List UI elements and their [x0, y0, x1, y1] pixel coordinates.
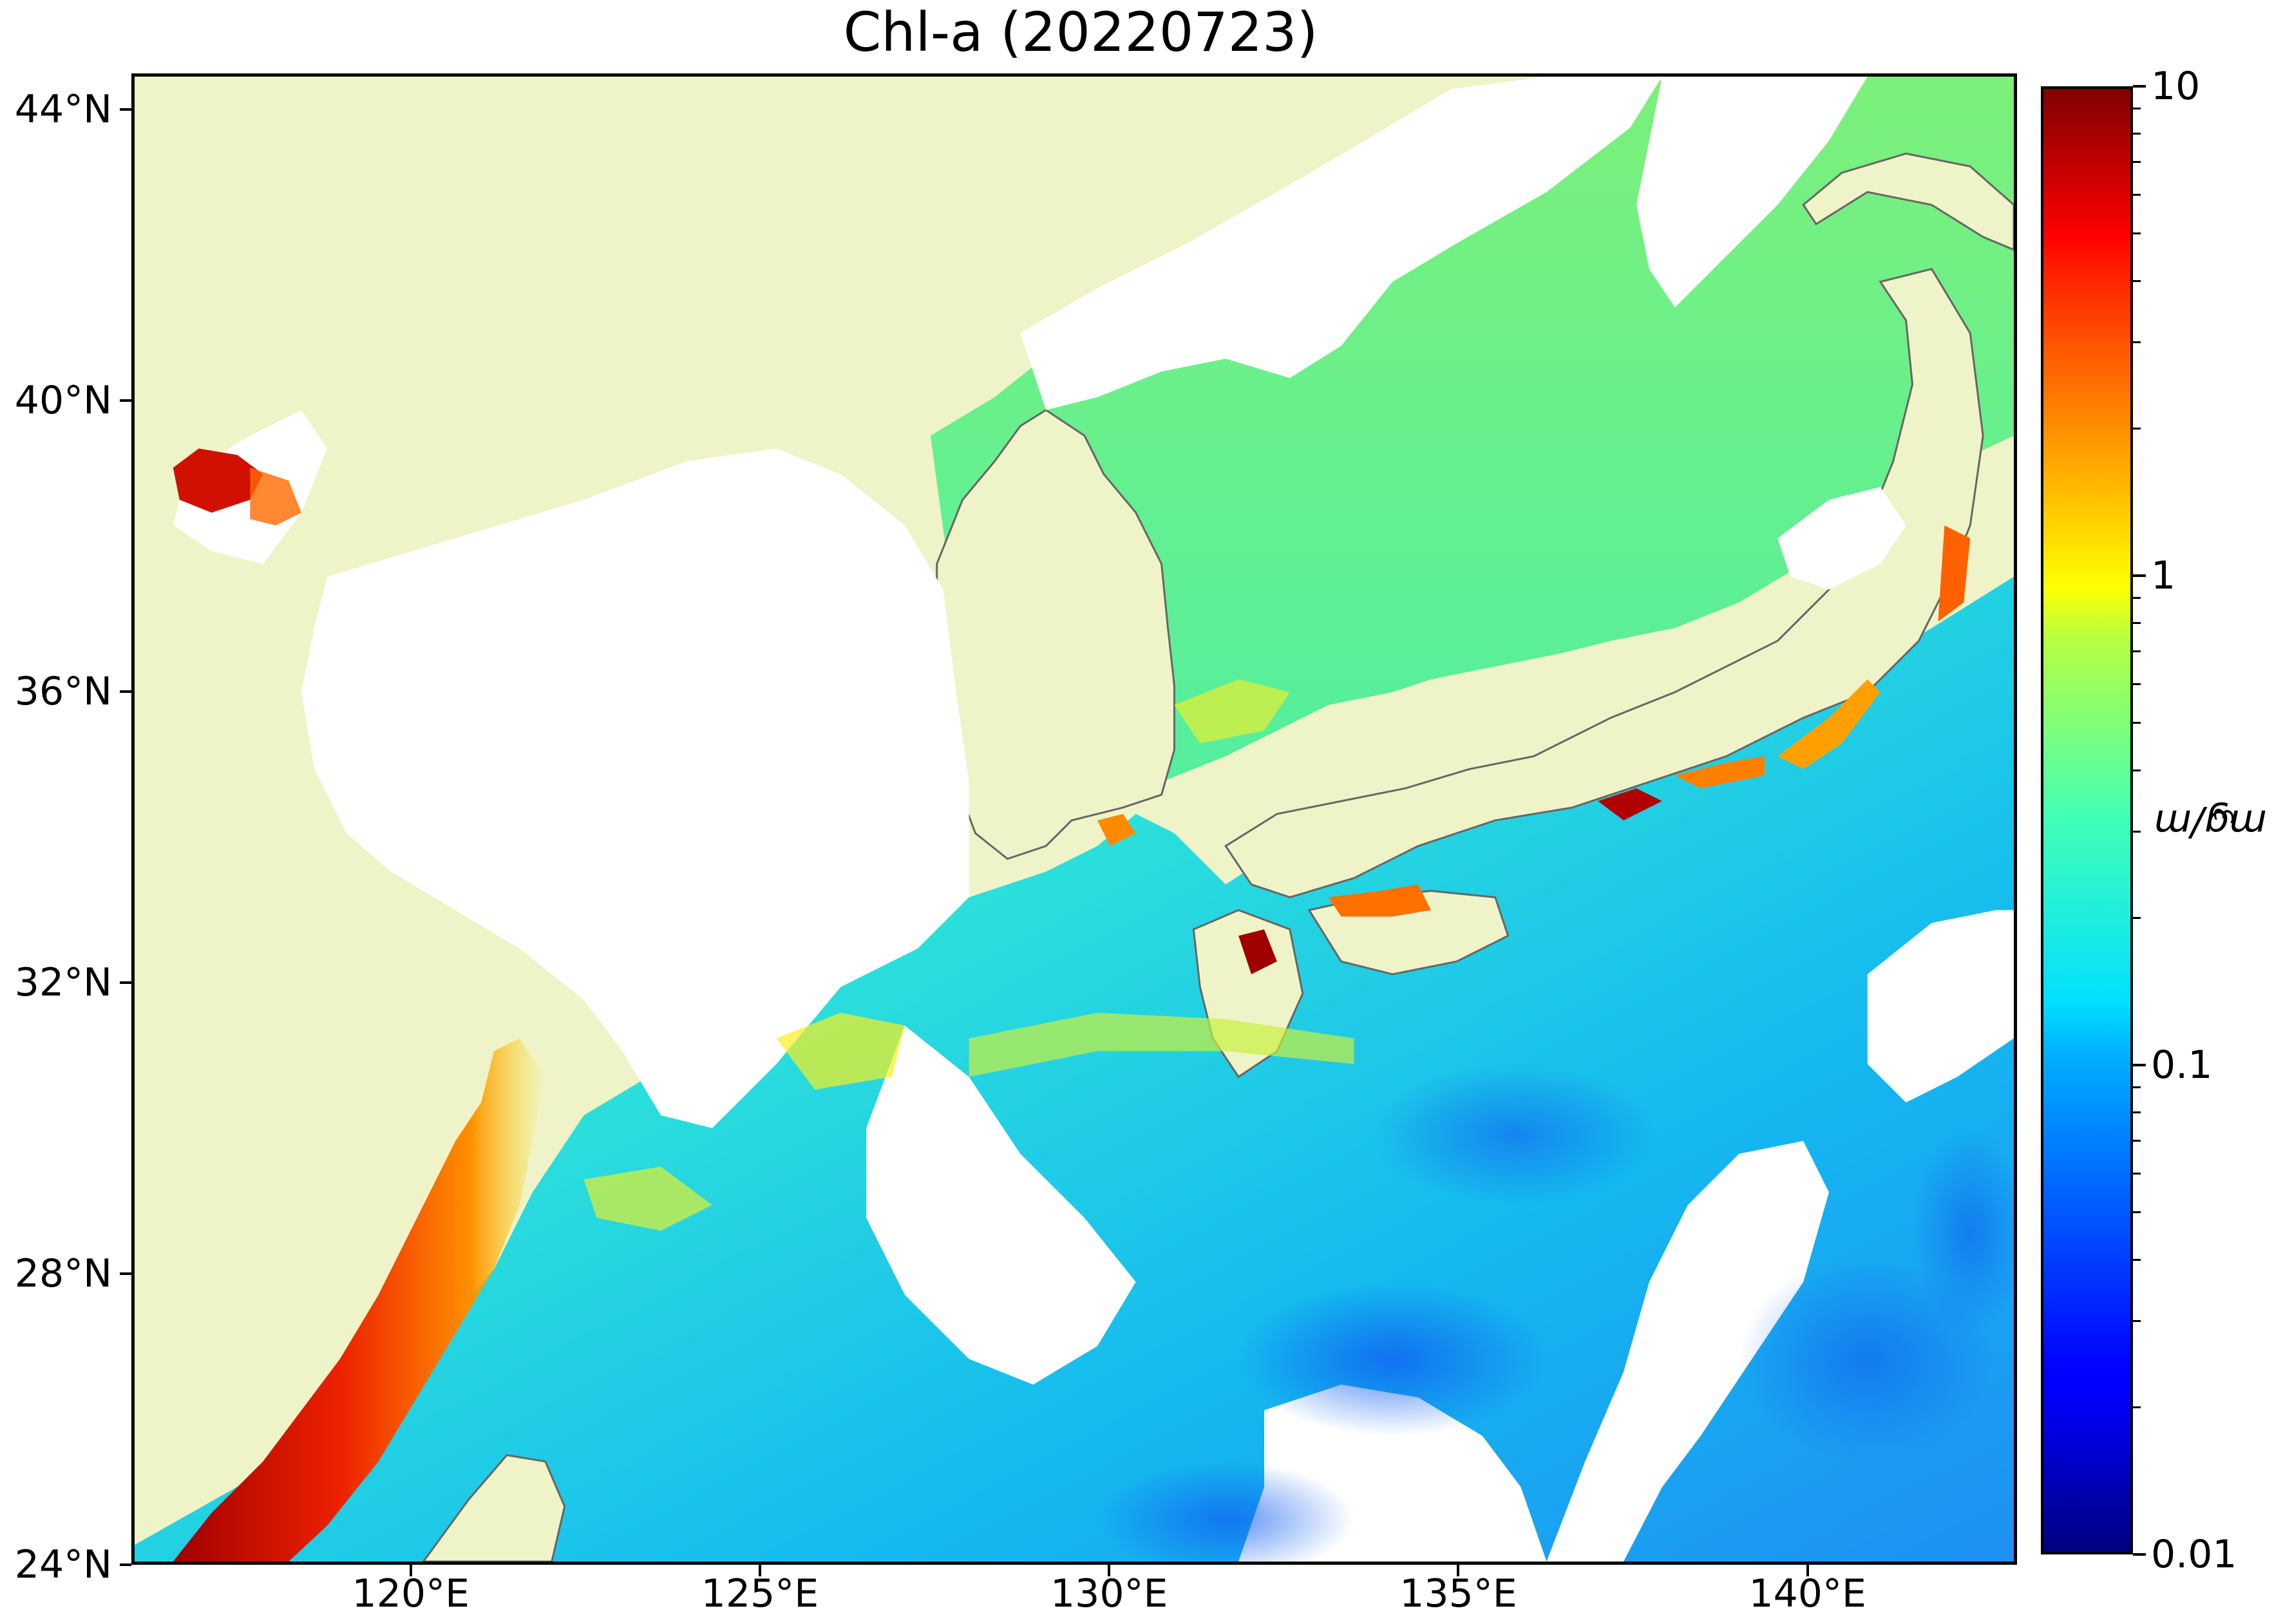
lat-tick-label: 32°N	[14, 960, 112, 1006]
colorbar-tick-label: 0.01	[2151, 1532, 2237, 1577]
colorbar-minor-tick	[2133, 1406, 2141, 1408]
coastal-bloom-bohai	[173, 448, 263, 513]
coastal-bloom-japan	[1097, 525, 1971, 974]
lon-tick-label: 120°E	[352, 1571, 469, 1616]
colorbar-minor-tick	[2133, 194, 2141, 196]
map-panel	[131, 73, 2017, 1565]
lon-tick-mark	[759, 1565, 761, 1576]
colorbar-minor-tick	[2133, 769, 2141, 771]
lat-tick-label: 44°N	[14, 87, 112, 133]
colorbar-minor-tick	[2133, 1173, 2141, 1175]
lat-tick-label: 28°N	[14, 1251, 112, 1297]
colorbar-minor-tick	[2133, 622, 2141, 625]
colorbar-minor-tick	[2133, 341, 2141, 343]
colorbar-minor-tick	[2133, 683, 2141, 686]
lat-tick-mark	[120, 1563, 131, 1566]
colorbar-minor-tick	[2133, 1111, 2141, 1114]
lat-tick-mark	[120, 690, 131, 694]
colorbar-minor-tick	[2133, 1140, 2141, 1142]
colorbar-minor-tick	[2133, 1086, 2141, 1089]
lon-tick-label: 130°E	[1050, 1571, 1168, 1616]
coastal-bloom-bohai-edge	[250, 467, 302, 525]
colorbar-minor-tick	[2133, 722, 2141, 724]
colorbar-unit-text: mg/m	[2154, 800, 2267, 846]
ocean-chl-south	[135, 576, 2014, 1562]
colorbar-minor-tick	[2133, 427, 2141, 430]
lat-tick-mark	[120, 981, 131, 985]
colorbar	[2041, 86, 2133, 1554]
colorbar-minor-tick	[2133, 1258, 2141, 1261]
lat-tick-label: 36°N	[14, 669, 112, 715]
colorbar-minor-tick	[2133, 597, 2141, 600]
colorbar-minor-tick	[2133, 1211, 2141, 1214]
lat-tick-mark	[120, 399, 131, 402]
colorbar-major-tick	[2133, 1553, 2146, 1556]
lat-tick-label: 24°N	[14, 1542, 112, 1587]
map-title: Chl-a (20220723)	[843, 1, 1318, 64]
chl-streaks	[583, 679, 1354, 1231]
colorbar-minor-tick	[2133, 161, 2141, 164]
colorbar-major-tick	[2133, 85, 2146, 88]
lon-tick-label: 140°E	[1748, 1571, 1866, 1616]
colorbar-major-tick	[2133, 574, 2146, 577]
chlorophyll-map	[135, 77, 2014, 1562]
lon-tick-mark	[1108, 1565, 1111, 1576]
coastal-bloom-china	[173, 1038, 545, 1562]
colorbar-tick-label: 0.1	[2151, 1043, 2213, 1088]
lon-tick-label: 135°E	[1399, 1571, 1517, 1616]
lat-tick-mark	[120, 108, 131, 111]
lon-tick-mark	[1457, 1565, 1460, 1576]
lon-tick-label: 125°E	[701, 1571, 819, 1616]
low-chl-eddies	[1097, 1064, 2014, 1562]
land-japan-hokkaido	[1802, 152, 2014, 251]
colorbar-minor-tick	[2133, 279, 2141, 282]
colorbar-minor-tick	[2133, 830, 2141, 833]
colorbar-tick-label: 1	[2151, 553, 2176, 598]
lat-tick-label: 40°N	[14, 378, 112, 424]
colorbar-tick-label: 10	[2151, 64, 2201, 109]
colorbar-gradient	[2043, 89, 2130, 1552]
land-japan-honshu	[1224, 267, 1984, 899]
colorbar-minor-tick	[2133, 916, 2141, 919]
colorbar-minor-tick	[2133, 133, 2141, 135]
land-taiwan	[422, 1454, 566, 1562]
lat-tick-mark	[120, 1272, 131, 1276]
lon-tick-mark	[409, 1565, 412, 1576]
colorbar-minor-tick	[2133, 232, 2141, 235]
colorbar-minor-tick	[2133, 1319, 2141, 1322]
colorbar-minor-tick	[2133, 650, 2141, 653]
colorbar-minor-tick	[2133, 108, 2141, 110]
lon-tick-mark	[1806, 1565, 1809, 1576]
colorbar-major-tick	[2133, 1064, 2146, 1066]
